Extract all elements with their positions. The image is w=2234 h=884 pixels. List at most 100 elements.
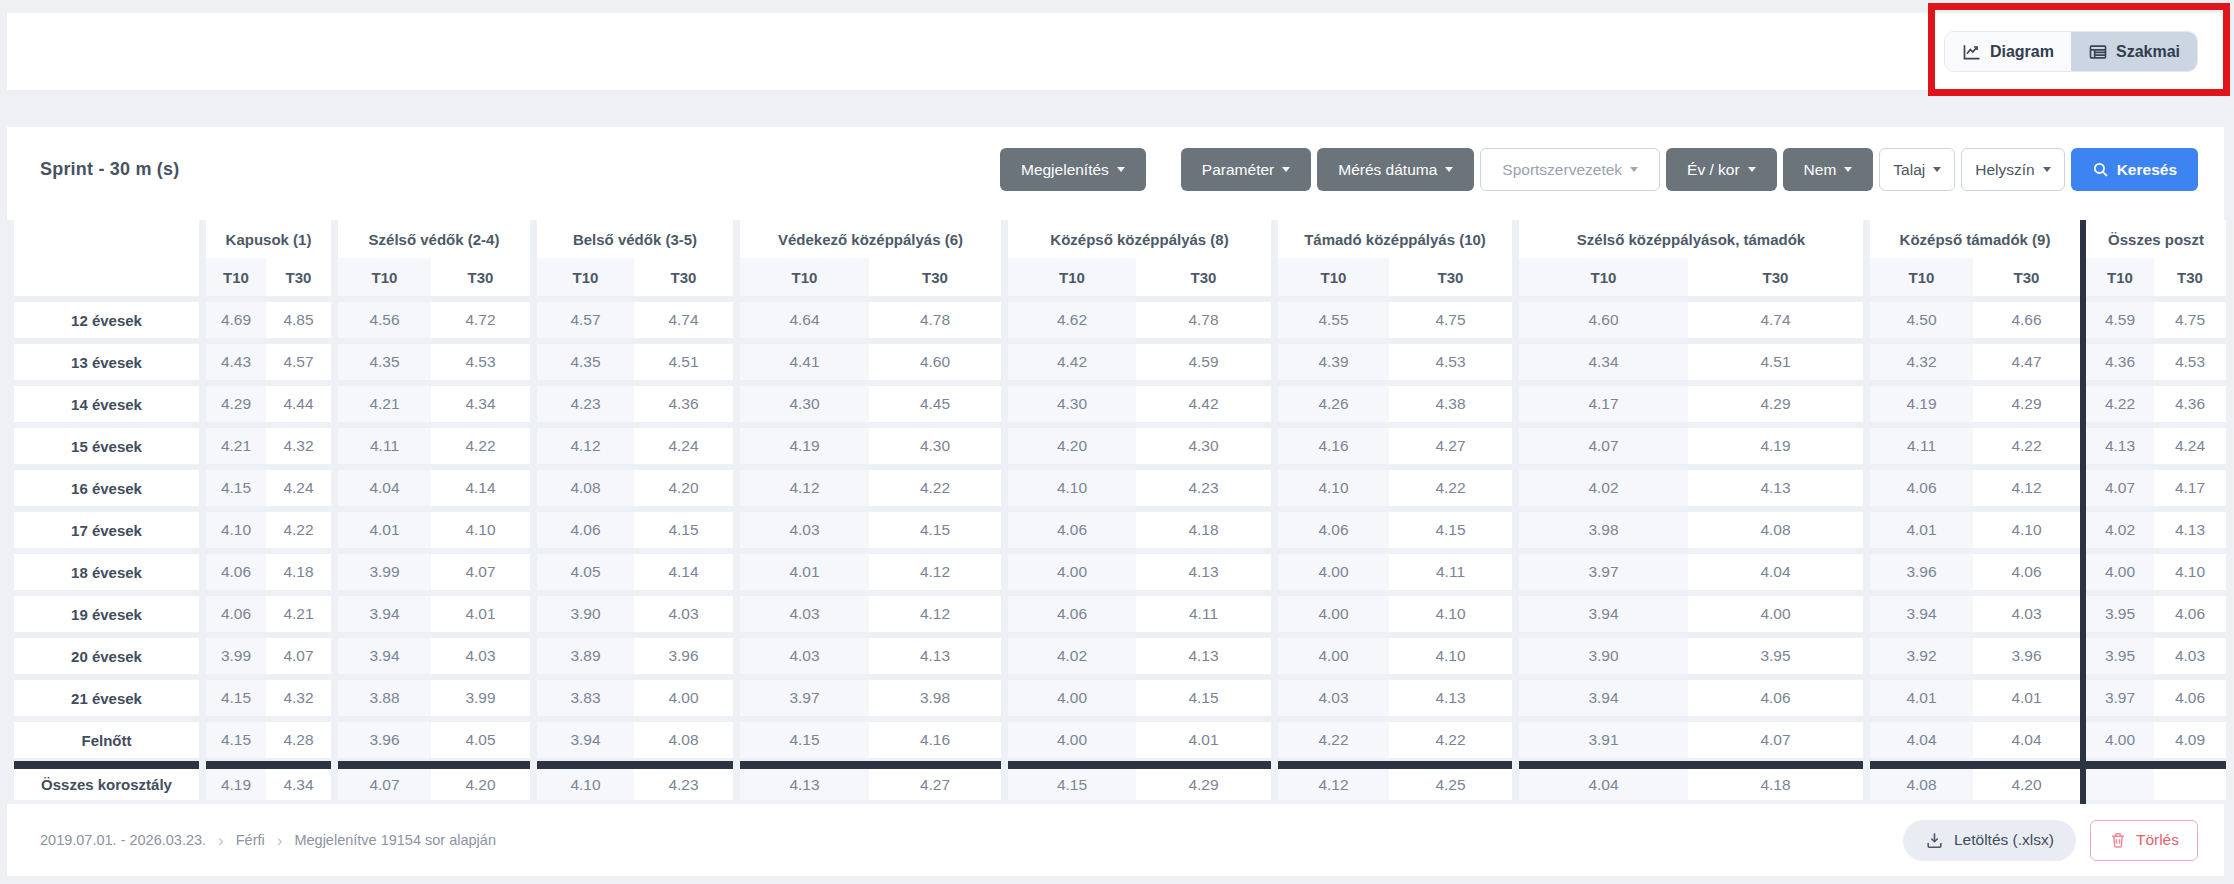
row-label: 18 évesek <box>14 554 199 590</box>
column-gutter <box>530 428 537 464</box>
column-gutter <box>1001 638 1008 674</box>
value-cell-t30: 4.53 <box>431 344 530 380</box>
subheader-t30: T30 <box>266 258 331 296</box>
download-icon <box>1925 831 1944 850</box>
column-gutter <box>530 722 537 758</box>
value-cell-t30: 4.29 <box>1688 386 1863 422</box>
value-cell-t30: 4.03 <box>431 638 530 674</box>
breadcrumb-date-range: 2019.07.01. - 2026.03.23. <box>40 832 206 848</box>
column-gutter <box>1271 386 1278 422</box>
toolbar-button-m-r-s-d-tuma[interactable]: Mérés dátuma <box>1317 148 1474 191</box>
subheader-t30: T30 <box>1973 258 2080 296</box>
value-cell-t30: 4.07 <box>266 638 331 674</box>
value-cell-t10: 4.59 <box>2086 302 2154 338</box>
value-cell-t10: 4.22 <box>1278 722 1389 758</box>
value-cell-t30: 4.22 <box>1389 470 1512 506</box>
column-gutter <box>530 680 537 716</box>
column-gutter <box>1271 470 1278 506</box>
value-cell-t10: 4.17 <box>1519 386 1688 422</box>
value-cell-t30: 4.00 <box>1688 596 1863 632</box>
delete-button[interactable]: Törlés <box>2090 820 2198 861</box>
toolbar-button-keres-s[interactable]: Keresés <box>2071 148 2198 191</box>
trash-icon <box>2109 831 2127 849</box>
value-cell-t30: 4.12 <box>869 596 1001 632</box>
column-gutter <box>1271 680 1278 716</box>
toolbar-button-param-ter[interactable]: Paraméter <box>1181 148 1311 191</box>
value-cell-t10: 3.94 <box>537 722 634 758</box>
value-cell-t30: 4.06 <box>1973 554 2080 590</box>
table-row: 18 évesek4.064.183.994.074.054.144.014.1… <box>14 554 2224 590</box>
value-cell-t30: 4.66 <box>1973 302 2080 338</box>
download-label: Letöltés (.xlsx) <box>1954 831 2054 849</box>
value-cell-t10: 4.06 <box>537 512 634 548</box>
value-cell-t30: 4.04 <box>1688 554 1863 590</box>
table-row: Összes korosztály4.194.344.074.204.104.2… <box>14 769 2224 800</box>
value-cell-t30: 4.85 <box>266 302 331 338</box>
table-row: 13 évesek4.434.574.354.534.354.514.414.6… <box>14 344 2224 380</box>
column-gutter <box>199 680 206 716</box>
column-gutter <box>1512 344 1519 380</box>
toolbar-button--v-kor[interactable]: Év / kor <box>1666 148 1777 191</box>
toolbar-button-talaj[interactable]: Talaj <box>1879 148 1955 191</box>
value-cell-t30: 4.13 <box>1136 554 1271 590</box>
data-table: Kapusok (1)T10T30Szélső védők (2-4)T10T3… <box>7 220 2224 804</box>
column-group-label: Középső támadók (9) <box>1870 220 2080 258</box>
column-gutter <box>1512 761 1519 769</box>
value-cell-t10: 4.30 <box>740 386 869 422</box>
column-gutter <box>1512 386 1519 422</box>
column-gutter <box>530 638 537 674</box>
value-cell-t10: 3.92 <box>1870 638 1973 674</box>
column-gutter <box>199 220 206 296</box>
toolbar-button-megjelen-t-s[interactable]: Megjelenítés <box>1000 148 1146 191</box>
value-cell-t10: 4.23 <box>537 386 634 422</box>
search-icon <box>2092 161 2117 178</box>
total-column-divider <box>2080 220 2086 804</box>
value-cell-t30: 4.09 <box>2154 722 2226 758</box>
value-cell-t10: 4.06 <box>206 554 266 590</box>
value-cell-t10: 4.35 <box>537 344 634 380</box>
value-cell-t30: 4.74 <box>1688 302 1863 338</box>
value-cell-t30: 4.51 <box>634 344 733 380</box>
column-gutter <box>1001 680 1008 716</box>
page-title: Sprint - 30 m (s) <box>40 159 179 180</box>
value-cell-t30: 4.00 <box>634 680 733 716</box>
toolbar-button-helysz-n[interactable]: Helyszín <box>1961 148 2064 191</box>
column-gutter <box>733 302 740 338</box>
subheader-t30: T30 <box>1136 258 1271 296</box>
table-row: 16 évesek4.154.244.044.144.084.204.124.2… <box>14 470 2224 506</box>
value-cell-t30: 4.14 <box>634 554 733 590</box>
toolbar-button-label: Sportszervezetek <box>1502 161 1622 179</box>
value-cell-t10: 4.13 <box>2086 428 2154 464</box>
value-cell-t30: 4.14 <box>431 470 530 506</box>
value-cell-t10: 3.88 <box>338 680 431 716</box>
column-gutter <box>1863 428 1870 464</box>
column-gutter <box>199 470 206 506</box>
column-gutter <box>1512 512 1519 548</box>
value-cell-t10: 3.97 <box>2086 680 2154 716</box>
table-row: 17 évesek4.104.224.014.104.064.154.034.1… <box>14 512 2224 548</box>
column-gutter <box>530 302 537 338</box>
column-gutter <box>733 386 740 422</box>
toolbar-button-nem[interactable]: Nem <box>1783 148 1874 191</box>
row-label: 20 évesek <box>14 638 199 674</box>
row-label: Felnőtt <box>14 722 199 758</box>
value-cell-t30: 4.24 <box>266 470 331 506</box>
download-button[interactable]: Letöltés (.xlsx) <box>1903 820 2076 861</box>
value-cell-t10: 3.94 <box>338 638 431 674</box>
column-gutter <box>1001 596 1008 632</box>
column-group-label: Támadó középpályás (10) <box>1278 220 1512 258</box>
value-cell-t30: 4.75 <box>2154 302 2226 338</box>
column-gutter <box>1512 680 1519 716</box>
subheader-t10: T10 <box>1008 258 1136 296</box>
toolbar-button-label: Nem <box>1804 161 1837 179</box>
value-cell-t30: 4.03 <box>2154 638 2226 674</box>
value-cell-t10: 4.00 <box>2086 722 2154 758</box>
toolbar-button-sportszervezetek[interactable]: Sportszervezetek <box>1480 148 1660 191</box>
value-cell-t10: 4.00 <box>2086 554 2154 590</box>
column-gutter <box>331 596 338 632</box>
value-cell-t10: 3.97 <box>1519 554 1688 590</box>
value-cell-t30: 4.06 <box>2154 596 2226 632</box>
column-group: Középső támadók (9)T10T30 <box>1870 220 2080 296</box>
column-gutter <box>1271 596 1278 632</box>
column-gutter <box>199 761 206 769</box>
